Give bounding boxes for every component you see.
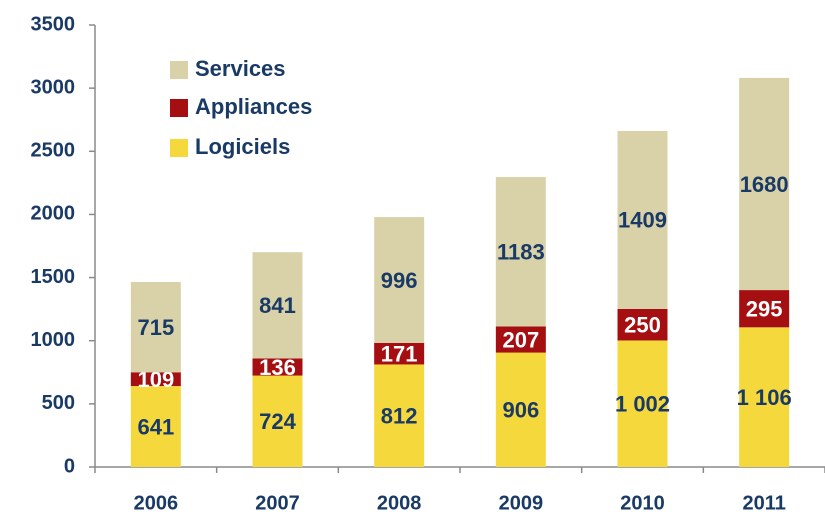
bar-segment [495,352,546,467]
legend-label: Appliances [195,94,312,119]
value-label: 641 [137,414,174,439]
legend-swatch [170,99,188,117]
y-tick-label: 3000 [31,76,76,98]
value-label: 996 [381,268,418,293]
value-label: 1409 [618,208,667,233]
value-label: 1183 [497,240,545,265]
value-label: 715 [137,315,174,340]
bar-segment [130,281,181,373]
y-tick-label: 500 [42,392,75,414]
y-tick-label: 2000 [31,203,76,225]
y-tick-label: 1500 [31,266,76,288]
bar-segment [617,308,668,341]
value-label: 136 [259,355,296,380]
value-label: 295 [746,297,783,322]
value-label: 250 [624,312,661,337]
value-label: 906 [502,398,539,423]
value-label: 1 002 [615,392,670,417]
bar-segment [252,358,303,376]
x-tick-label: 2011 [742,492,785,514]
x-tick-label: 2009 [499,492,544,514]
y-tick-label: 0 [64,455,75,477]
bar-segment [617,130,668,309]
x-tick-label: 2010 [620,492,665,514]
legend-label: Services [195,56,286,81]
bar-segment [374,342,425,365]
bar-segment [252,252,303,359]
value-label: 841 [259,293,296,318]
bar-segment [495,326,546,353]
value-label: 207 [502,327,539,352]
y-tick-label: 1000 [31,329,76,351]
bar-segment [617,340,668,467]
value-label: 724 [259,409,296,434]
bar-segment [739,77,790,291]
x-tick-label: 2007 [255,492,300,514]
y-tick-label: 2500 [31,140,76,162]
bar-segment [374,217,425,343]
legend-swatch [170,139,188,157]
value-label: 1 106 [737,385,792,410]
legend-swatch [170,61,188,79]
bar-segment [130,386,181,467]
x-tick-label: 2008 [377,492,422,514]
y-tick-label: 3500 [31,13,76,35]
x-tick-label: 2006 [134,492,179,514]
bar-segment [495,177,546,327]
bar-segment [739,327,790,467]
bar-segment [252,375,303,467]
bar-segment [130,372,181,387]
legend-label: Logiciels [195,134,290,159]
value-label: 171 [381,341,418,366]
bar-segment [739,290,790,328]
bar-segment [374,364,425,467]
value-label: 812 [381,404,418,429]
value-label: 1680 [740,172,789,197]
